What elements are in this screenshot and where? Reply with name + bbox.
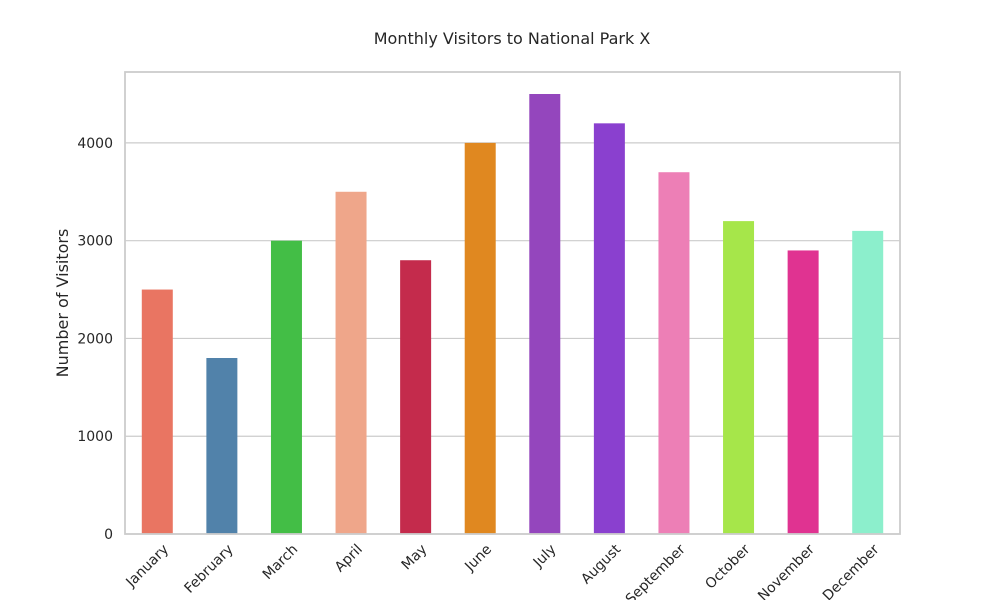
x-tick-label: July xyxy=(530,542,560,572)
bar-august xyxy=(593,123,625,534)
x-tick-label: February xyxy=(182,542,237,597)
y-axis-label: Number of Visitors xyxy=(53,229,72,378)
y-tick-label: 1000 xyxy=(77,429,113,445)
x-tick-label: June xyxy=(461,542,495,576)
y-tick-label: 3000 xyxy=(77,234,113,250)
x-tick-label: January xyxy=(123,542,173,592)
bar-january xyxy=(141,289,173,534)
x-tick-label: August xyxy=(578,541,624,587)
y-tick-label: 4000 xyxy=(77,136,113,152)
x-tick-label: April xyxy=(332,542,366,576)
chart-title: Monthly Visitors to National Park X xyxy=(374,29,651,48)
bar-september xyxy=(658,172,690,534)
x-tick-label: October xyxy=(702,541,753,592)
x-tick-label: May xyxy=(399,542,431,574)
y-tick-label: 0 xyxy=(104,527,113,543)
y-tick-label: 2000 xyxy=(77,331,113,347)
bar-february xyxy=(206,358,238,534)
x-tick-label: November xyxy=(755,541,818,600)
bar-may xyxy=(400,260,432,534)
bars xyxy=(141,94,884,534)
plot-frame xyxy=(124,71,901,535)
bar-july xyxy=(529,94,561,534)
bar-october xyxy=(723,221,755,534)
x-tick-label: March xyxy=(260,542,301,583)
bar-june xyxy=(464,142,496,534)
bar-december xyxy=(852,230,884,534)
y-tick-labels: 0 1000 2000 3000 4000 xyxy=(77,136,113,543)
grid-lines xyxy=(125,142,900,535)
x-tick-labels: January February March April May June July Augu… xyxy=(123,541,883,600)
x-tick-label: September xyxy=(623,541,689,600)
bar-november xyxy=(787,250,819,534)
x-tick-label: December xyxy=(820,541,883,600)
bar-march xyxy=(270,240,302,534)
bar-april xyxy=(335,191,367,534)
